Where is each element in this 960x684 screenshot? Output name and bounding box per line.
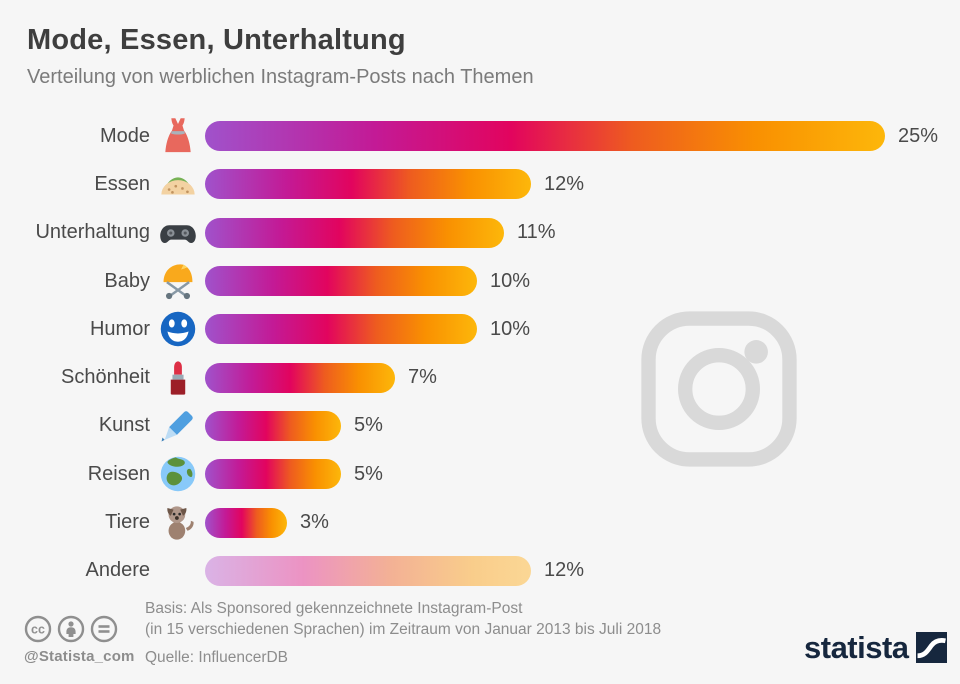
chart-row: Essen 12% — [20, 160, 940, 208]
chart-bar — [205, 410, 341, 441]
baby-stroller-icon — [150, 261, 205, 301]
value-label: 3% — [300, 511, 329, 534]
value-label: 5% — [354, 414, 383, 437]
value-label: 7% — [408, 366, 437, 389]
basis-line-2: (in 15 verschiedenen Sprachen) im Zeitra… — [145, 621, 662, 638]
chart-row: Schönheit 7% — [20, 353, 940, 401]
dress-icon — [150, 116, 205, 156]
category-label: Baby — [104, 269, 150, 292]
value-label: 12% — [544, 559, 585, 582]
chart-row: Reisen 5% — [20, 450, 940, 498]
no-derivatives-icon — [90, 615, 118, 643]
chart-row: Kunst 5% — [20, 402, 940, 450]
chart-bar — [205, 507, 287, 538]
value-label: 25% — [898, 124, 939, 147]
chart-bar — [205, 459, 341, 490]
chart-bar — [205, 266, 477, 297]
value-label: 12% — [544, 172, 585, 195]
category-label: Unterhaltung — [35, 221, 150, 244]
statista-wordmark: statista — [804, 630, 909, 665]
cc-icon: cc — [24, 615, 52, 643]
game-controller-icon — [150, 213, 205, 253]
chart-row: Tiere 3% — [20, 498, 940, 546]
chart-row: Andere 12% — [20, 547, 940, 595]
chart-row: Unterhaltung 11% — [20, 209, 940, 257]
category-label: Kunst — [98, 414, 150, 437]
header: Mode, Essen, Unterhaltung Verteilung von… — [27, 24, 534, 89]
chart-bar — [205, 555, 531, 586]
category-label: Andere — [85, 559, 151, 582]
category-label: Humor — [89, 317, 150, 340]
smiley-icon — [150, 309, 205, 349]
chart-subtitle: Verteilung von werblichen Instagram-Post… — [27, 66, 534, 88]
chart-bar — [205, 362, 395, 393]
license-block: cc @Statista_com — [24, 615, 142, 665]
source-line: Quelle: InfluencerDB — [145, 649, 289, 666]
category-label: Reisen — [87, 462, 150, 485]
value-label: 5% — [354, 462, 383, 485]
chart-bar — [205, 217, 504, 248]
source-note: Basis: Als Sponsored gekennzeichnete Ins… — [145, 598, 661, 668]
dog-icon — [150, 503, 205, 543]
category-label: Tiere — [105, 511, 150, 534]
chart-title: Mode, Essen, Unterhaltung — [27, 24, 406, 56]
chart-row: Mode 25% — [20, 112, 940, 160]
globe-icon — [150, 454, 205, 494]
value-label: 10% — [490, 317, 531, 340]
basis-line-1: Basis: Als Sponsored gekennzeichnete Ins… — [145, 600, 523, 617]
statista-logo: statista — [804, 632, 947, 663]
statista-handle: @Statista_com — [24, 648, 135, 665]
chart-row: Baby 10% — [20, 257, 940, 305]
svg-text:cc: cc — [31, 623, 45, 637]
crayon-icon — [150, 406, 205, 446]
statista-mark-icon — [915, 632, 947, 663]
lipstick-icon — [150, 358, 205, 398]
chart-bar — [205, 169, 531, 200]
chart-bar — [205, 121, 885, 152]
category-label: Essen — [94, 172, 150, 195]
chart-row: Humor 10% — [20, 305, 940, 353]
chart-bar — [205, 314, 477, 345]
attribution-icon — [57, 615, 85, 643]
license-icons: cc — [24, 615, 142, 643]
value-label: 10% — [490, 269, 531, 292]
instagram-logo-icon — [637, 307, 801, 471]
category-label: Mode — [99, 124, 150, 147]
category-label: Schönheit — [61, 366, 150, 389]
bar-chart: Mode 25% Essen 12% Unterhaltung 11% Baby 10% Hum… — [20, 112, 940, 595]
taco-icon — [150, 164, 205, 204]
value-label: 11% — [517, 221, 556, 244]
